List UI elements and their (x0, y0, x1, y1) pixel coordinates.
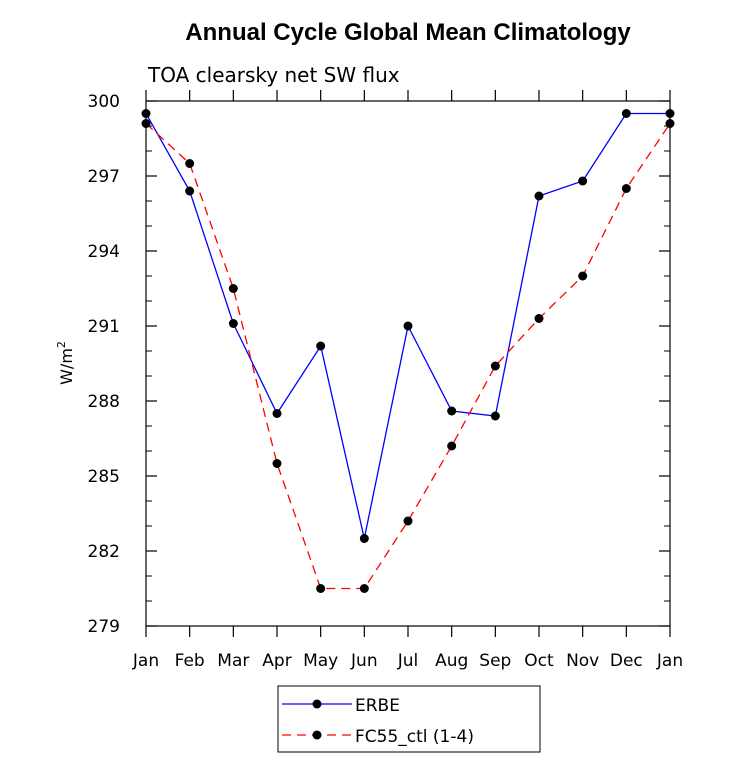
series-0-point (578, 176, 588, 186)
series-0-point (185, 186, 195, 196)
y-tick-label: 288 (88, 392, 120, 412)
x-tick-label: Mar (217, 651, 249, 671)
plot-area (145, 100, 671, 627)
y-tick-label: 294 (88, 242, 120, 262)
y-axis: 279 282 285 288 291 294 297 300 (88, 92, 670, 637)
x-tick-label: Nov (566, 651, 599, 671)
x-tick-label: May (303, 651, 338, 671)
chart-title: Annual Cycle Global Mean Climatology (185, 19, 631, 46)
series-1-point (403, 516, 413, 526)
legend-items: ERBE FC55_ctl (1-4) (282, 696, 474, 747)
series-1-point (228, 284, 238, 293)
y-tick-label: 297 (88, 167, 120, 187)
series-0-point (359, 534, 369, 543)
x-tick-label: Jul (397, 651, 419, 671)
legend-label-1: FC55_ctl (1-4) (355, 727, 474, 747)
y-tick-label: 291 (88, 317, 120, 337)
x-tick-label: Oct (524, 651, 554, 671)
x-tick-label: Apr (262, 651, 291, 671)
series-0-point (403, 321, 413, 331)
y-axis-label-text: W/m (57, 348, 76, 385)
series-1-point (185, 159, 195, 168)
series-0-point (665, 109, 675, 118)
series-1-point (578, 271, 588, 281)
x-tick-label: Jan (656, 651, 683, 671)
x-tick-label: Jan (132, 651, 159, 671)
x-axis: Jan Feb Mar Apr May Jun Jul Aug Sep Oct Nov Dec Jan (132, 90, 683, 671)
series-0-point (490, 411, 500, 421)
series-1-point (447, 441, 457, 451)
x-tick-label: Jun (350, 651, 378, 671)
legend-marker-0 (312, 699, 322, 709)
y-tick-label: 285 (88, 467, 120, 487)
y-axis-label-superscript: 2 (55, 341, 68, 348)
series-0-point (316, 341, 326, 351)
series-1-point (272, 459, 282, 468)
series-0-point (272, 409, 282, 418)
series-0-point (621, 109, 631, 118)
legend-marker-1 (312, 730, 322, 740)
y-tick-label: 282 (88, 542, 120, 562)
series-1-point (141, 119, 151, 128)
series-layer (141, 109, 675, 593)
y-tick-label: 300 (88, 92, 120, 112)
legend: ERBE FC55_ctl (1-4) (277, 685, 541, 753)
series-1-point (534, 314, 544, 323)
x-tick-label: Sep (479, 651, 511, 671)
legend-label-0: ERBE (355, 696, 400, 716)
y-tick-label: 279 (88, 617, 120, 637)
chart-subtitle: TOA clearsky net SW flux (147, 63, 400, 87)
x-tick-label: Feb (175, 651, 205, 671)
series-1-point (316, 584, 326, 593)
x-tick-label: Dec (610, 651, 643, 671)
y-axis-label: W/m2 (55, 341, 76, 385)
series-0-point (447, 406, 457, 416)
series-1-point (359, 584, 369, 593)
series-0-point (141, 109, 151, 118)
x-tick-label: Aug (435, 651, 468, 671)
series-1-point (621, 184, 631, 193)
series-1-point (490, 361, 500, 371)
series-0-point (228, 319, 238, 328)
series-0-point (534, 191, 544, 201)
legend-box (277, 685, 541, 753)
series-1-point (665, 119, 675, 128)
